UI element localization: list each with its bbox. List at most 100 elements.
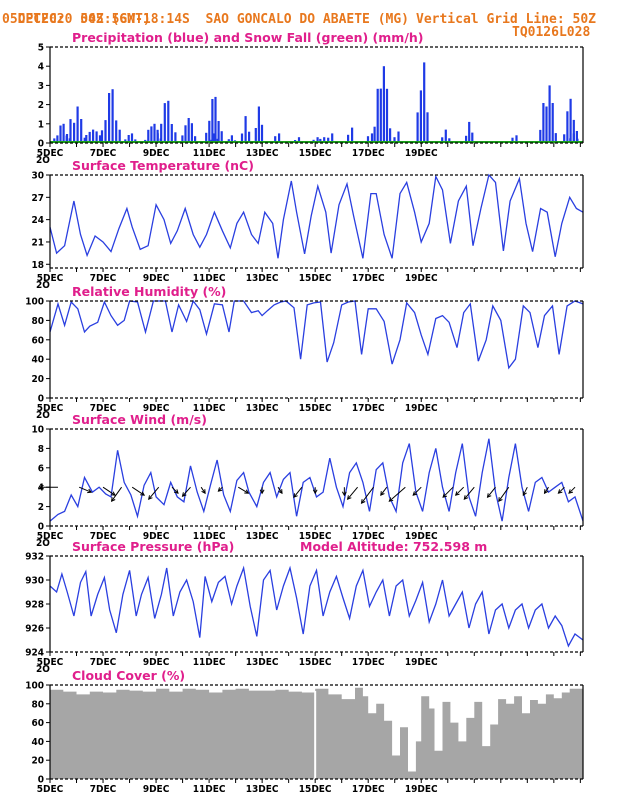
precip-bar bbox=[217, 121, 220, 143]
header-coords: 045:56W-18:14S bbox=[80, 12, 190, 27]
y-tick-label: 932 bbox=[25, 552, 44, 563]
wind-arrow-head bbox=[360, 499, 366, 505]
precip-bar bbox=[76, 106, 79, 143]
precip-bar bbox=[53, 138, 56, 143]
wind-arrow bbox=[487, 486, 496, 498]
precip-bar bbox=[563, 134, 566, 143]
wind-arrow-head bbox=[201, 489, 206, 495]
x-tick-label: 11DEC bbox=[193, 784, 226, 795]
panel-2: 18 21 24 27 30 5DEC 7DEC 9DEC 11DEC 13DEC 15DEC 17D… bbox=[31, 158, 584, 291]
precip-bar bbox=[316, 137, 319, 143]
precip-bar bbox=[389, 128, 392, 143]
x-tick-label: 7DEC bbox=[90, 148, 117, 159]
x-tick-label: 9DEC bbox=[143, 657, 170, 668]
wind-arrow-head bbox=[543, 489, 549, 495]
precip-bar bbox=[80, 119, 83, 143]
precip-bar bbox=[65, 134, 69, 143]
precip-bar bbox=[85, 135, 88, 143]
precip-bar bbox=[382, 66, 385, 143]
precip-bar bbox=[56, 135, 59, 143]
precip-bar bbox=[278, 133, 281, 143]
y-tick-label: 80 bbox=[31, 316, 44, 327]
axis-stub: 2O bbox=[36, 664, 50, 675]
x-tick-label: 13DEC bbox=[246, 531, 279, 542]
wind-arrow-head bbox=[380, 491, 385, 497]
wind-arrow bbox=[277, 486, 283, 494]
precip-bar bbox=[566, 111, 569, 143]
wind-arrow bbox=[498, 486, 510, 502]
precip-bar bbox=[542, 103, 545, 143]
panel-title: Surface Wind (m/s) bbox=[72, 412, 207, 427]
wind-arrow bbox=[182, 486, 191, 497]
precip-bar bbox=[92, 129, 95, 143]
x-tick-label: 11DEC bbox=[193, 657, 226, 668]
axis-stub: 2O bbox=[36, 155, 50, 166]
y-tick-label: 27 bbox=[31, 193, 44, 204]
precip-bar bbox=[515, 135, 518, 143]
y-tick-label: 928 bbox=[25, 600, 44, 611]
wind-arrow bbox=[347, 486, 358, 500]
x-tick-label: 19DEC bbox=[405, 531, 438, 542]
x-tick-label: 19DEC bbox=[405, 784, 438, 795]
wind-arrow-head bbox=[341, 491, 347, 497]
x-tick-label: 9DEC bbox=[143, 148, 170, 159]
precip-bar bbox=[167, 100, 170, 143]
precip-bar bbox=[370, 133, 374, 143]
wind-arrow-head bbox=[181, 492, 187, 497]
y-tick-label: 2 bbox=[38, 100, 44, 111]
y-tick-label: 20 bbox=[31, 756, 44, 767]
precip-bar bbox=[511, 137, 514, 143]
x-tick-label: 17DEC bbox=[352, 148, 385, 159]
precip-bar bbox=[208, 120, 211, 143]
precip-bar bbox=[373, 126, 376, 143]
panel-title: Surface Pressure (hPa) bbox=[72, 539, 234, 554]
precip-bar bbox=[260, 124, 264, 143]
precip-bar bbox=[153, 123, 156, 143]
wind-arrow bbox=[568, 486, 576, 494]
precip-bar bbox=[248, 131, 251, 143]
x-tick-label: 7DEC bbox=[90, 531, 117, 542]
precip-bar bbox=[83, 137, 86, 143]
x-tick-label: 13DEC bbox=[246, 403, 279, 414]
y-tick-label: 5 bbox=[38, 43, 44, 54]
precip-bar bbox=[274, 136, 277, 143]
y-tick-label: 3 bbox=[38, 81, 44, 92]
header-run: 05DEC2020 50Z (GMT) bbox=[2, 12, 151, 27]
precip-bar bbox=[98, 135, 102, 143]
wind-arrow-head bbox=[388, 497, 394, 502]
header-grid: Vertical Grid Line: 50Z bbox=[416, 12, 597, 27]
wind-arrow bbox=[200, 486, 206, 494]
precip-bar bbox=[230, 135, 233, 143]
y-tick-label: 1 bbox=[38, 119, 44, 130]
precip-bar bbox=[465, 135, 468, 143]
x-tick-label: 9DEC bbox=[143, 784, 170, 795]
x-tick-label: 15DEC bbox=[299, 784, 332, 795]
precip-bar bbox=[572, 133, 575, 143]
precip-bar bbox=[104, 120, 107, 143]
y-tick-label: 10 bbox=[31, 425, 44, 436]
precip-bar bbox=[160, 123, 163, 143]
y-tick-label: 4 bbox=[38, 62, 44, 73]
wind-arrow-head bbox=[454, 491, 460, 496]
x-tick-label: 5DEC bbox=[37, 531, 64, 542]
wind-arrow-head bbox=[486, 493, 492, 499]
precip-bar bbox=[397, 131, 400, 143]
precip-bar bbox=[147, 129, 150, 143]
panel-6: 0 20 40 60 80 100 5DEC 7DEC 9DEC 11DEC 13DEC 15DEC 1… bbox=[25, 668, 584, 795]
precip-bar bbox=[156, 133, 159, 143]
header-code: TQ0126L028 bbox=[512, 25, 591, 40]
y-tick-label: 6 bbox=[38, 463, 44, 474]
y-tick-label: 18 bbox=[31, 260, 44, 271]
header-source: CPTEC: bbox=[17, 12, 65, 27]
x-tick-label: 9DEC bbox=[143, 531, 170, 542]
y-tick-label: 40 bbox=[31, 737, 44, 748]
y-tick-label: 0 bbox=[38, 522, 44, 533]
x-tick-label: 13DEC bbox=[246, 784, 279, 795]
precip-bar bbox=[572, 119, 575, 143]
wind-arrow-head bbox=[87, 488, 93, 494]
x-tick-label: 19DEC bbox=[405, 273, 438, 284]
wind-arrow-head bbox=[568, 489, 574, 494]
precip-bar bbox=[423, 62, 426, 143]
wind-arrow bbox=[78, 486, 92, 493]
panel-title: Cloud Cover (%) bbox=[72, 668, 185, 683]
